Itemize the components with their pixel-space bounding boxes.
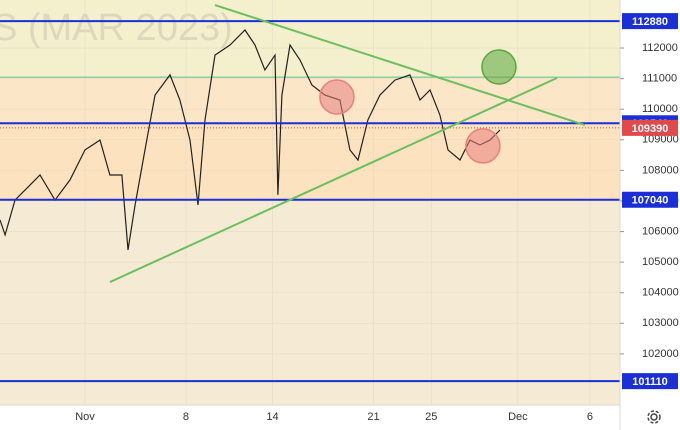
y-tick-label: 105000 (642, 256, 679, 268)
marker-circle (481, 49, 517, 85)
y-tick-label: 102000 (642, 348, 679, 360)
zone-band (0, 123, 620, 200)
y-tick-label: 109000 (642, 134, 679, 146)
price-line (0, 29, 501, 250)
level-label: 112880 (632, 16, 668, 28)
marker-circle (465, 128, 501, 164)
level-label-box (622, 191, 678, 208)
x-tick-label: 6 (587, 411, 593, 423)
y-tick-label: 111000 (642, 73, 677, 85)
watermark: S (MAR 2023) (0, 7, 233, 49)
y-tick-label: 108000 (642, 164, 679, 176)
x-tick-label: 25 (425, 411, 437, 423)
plot-area: S (MAR 2023) (0, 0, 620, 405)
y-tick-label: 110000 (642, 103, 678, 115)
y-tick-label: 104000 (642, 287, 679, 299)
x-tick-label: 21 (367, 411, 379, 423)
current-price-box (622, 119, 678, 136)
trendline (214, 4, 586, 127)
settings-icon[interactable] (647, 410, 661, 424)
y-tick-label: 106000 (642, 225, 679, 237)
zone-band (0, 199, 620, 405)
x-tick-label: Dec (508, 411, 528, 423)
y-tick-label: 103000 (642, 317, 679, 329)
zone-band (0, 77, 620, 124)
level-label: 107040 (632, 195, 669, 207)
x-tick-label: Nov (75, 411, 95, 423)
current-price-label: 109390 (632, 123, 669, 135)
trendline (109, 77, 558, 283)
level-label-box (622, 373, 678, 390)
level-label: 101110 (632, 376, 668, 388)
level-label-box (622, 13, 678, 30)
zone-band (0, 0, 620, 78)
marker-circle (319, 79, 355, 115)
x-tick-label: 8 (183, 411, 189, 423)
x-tick-label: 14 (266, 411, 278, 423)
y-tick-label: 112000 (642, 42, 678, 54)
